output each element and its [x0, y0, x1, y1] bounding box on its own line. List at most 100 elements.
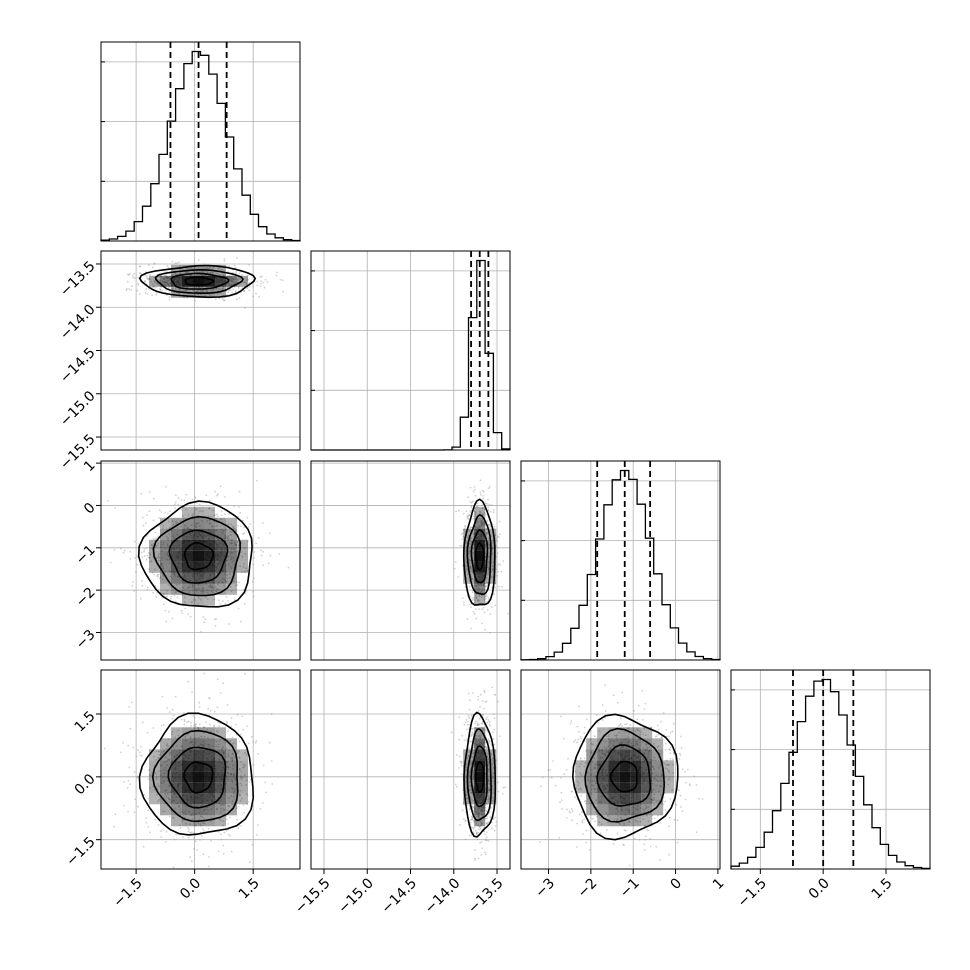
density-block: [149, 561, 160, 573]
scatter-point: [487, 506, 490, 509]
scatter-point: [467, 518, 470, 520]
scatter-point: [163, 570, 166, 573]
scatter-point: [469, 566, 471, 568]
scatter-point: [450, 731, 453, 734]
scatter-point: [208, 856, 210, 858]
scatter-point: [469, 564, 472, 567]
density-block: [237, 561, 248, 573]
density-block: [215, 264, 226, 276]
scatter-point: [217, 850, 220, 853]
scatter-point: [485, 597, 488, 600]
scatter-point: [226, 818, 228, 821]
scatter-point: [199, 290, 202, 292]
scatter-point: [242, 804, 245, 806]
scatter-point: [129, 557, 132, 560]
scatter-point: [493, 525, 496, 528]
scatter-point: [123, 781, 125, 783]
scatter-point: [159, 830, 162, 832]
scatter-point: [160, 288, 162, 291]
scatter-point: [238, 581, 241, 584]
scatter-point: [488, 485, 491, 488]
scatter-point: [242, 728, 244, 731]
scatter-point: [186, 721, 189, 724]
scatter-point: [259, 807, 262, 810]
scatter-point: [467, 496, 469, 499]
scatter-point: [204, 596, 207, 599]
scatter-point: [473, 612, 476, 615]
joint-panel-3-2: [520, 669, 721, 870]
scatter-point: [233, 505, 236, 508]
scatter-point: [480, 585, 483, 587]
scatter-point: [131, 585, 134, 587]
panel-frame: [310, 250, 511, 451]
scatter-point: [141, 556, 144, 558]
scatter-point: [483, 596, 486, 599]
scatter-point: [180, 272, 182, 275]
scatter-point: [491, 686, 494, 689]
scatter-point: [187, 836, 190, 839]
scatter-point: [487, 738, 490, 741]
density-block: [160, 275, 171, 287]
scatter-point: [649, 845, 652, 848]
scatter-point: [487, 571, 490, 573]
density-block: [215, 275, 226, 287]
scatter-point: [268, 741, 271, 744]
scatter-point: [259, 285, 262, 288]
density-block: [182, 539, 193, 551]
scatter-point: [216, 515, 219, 518]
scatter-point: [174, 507, 177, 509]
density-block: [193, 749, 204, 761]
scatter-point: [483, 691, 486, 694]
scatter-point: [223, 273, 226, 276]
scatter-point: [220, 518, 223, 520]
scatter-point: [644, 835, 647, 838]
scatter-point: [158, 525, 161, 528]
scatter-point: [162, 723, 165, 726]
scatter-point: [470, 577, 473, 580]
scatter-point: [470, 734, 473, 736]
scatter-point: [193, 848, 195, 851]
scatter-point: [156, 544, 159, 546]
scatter-point: [109, 561, 112, 564]
scatter-point: [487, 561, 490, 564]
scatter-point: [152, 285, 155, 287]
scatter-point: [229, 288, 232, 291]
scatter-point: [473, 510, 476, 513]
scatter-point: [247, 278, 249, 281]
scatter-point: [151, 283, 154, 285]
scatter-point: [211, 272, 214, 275]
density-block: [182, 506, 193, 518]
scatter-point: [484, 628, 486, 631]
scatter-point: [212, 509, 215, 512]
scatter-point: [159, 562, 162, 565]
scatter-point: [494, 582, 497, 585]
scatter-point: [487, 523, 490, 526]
scatter-point: [164, 485, 167, 488]
scatter-point: [469, 567, 472, 569]
density-block: [226, 550, 237, 562]
scatter-point: [465, 542, 467, 545]
scatter-point: [235, 272, 237, 275]
scatter-point: [485, 836, 488, 839]
scatter-point: [147, 825, 150, 828]
scatter-point: [478, 723, 481, 726]
scatter-point: [174, 600, 177, 603]
scatter-point: [238, 740, 241, 743]
scatter-point: [206, 589, 209, 591]
scatter-point: [479, 511, 482, 514]
scatter-point: [207, 267, 210, 270]
scatter-point: [488, 544, 490, 546]
scatter-point: [468, 603, 471, 606]
scatter-point: [461, 532, 464, 535]
scatter-point: [159, 565, 162, 567]
scatter-point: [223, 299, 226, 302]
scatter-point: [133, 540, 136, 543]
scatter-point: [144, 281, 147, 284]
scatter-point: [463, 723, 466, 726]
scatter-point: [472, 515, 475, 518]
scatter-point: [180, 525, 183, 528]
scatter-point: [480, 583, 482, 586]
scatter-point: [461, 809, 464, 812]
scatter-point: [281, 279, 284, 282]
scatter-point: [221, 288, 224, 290]
